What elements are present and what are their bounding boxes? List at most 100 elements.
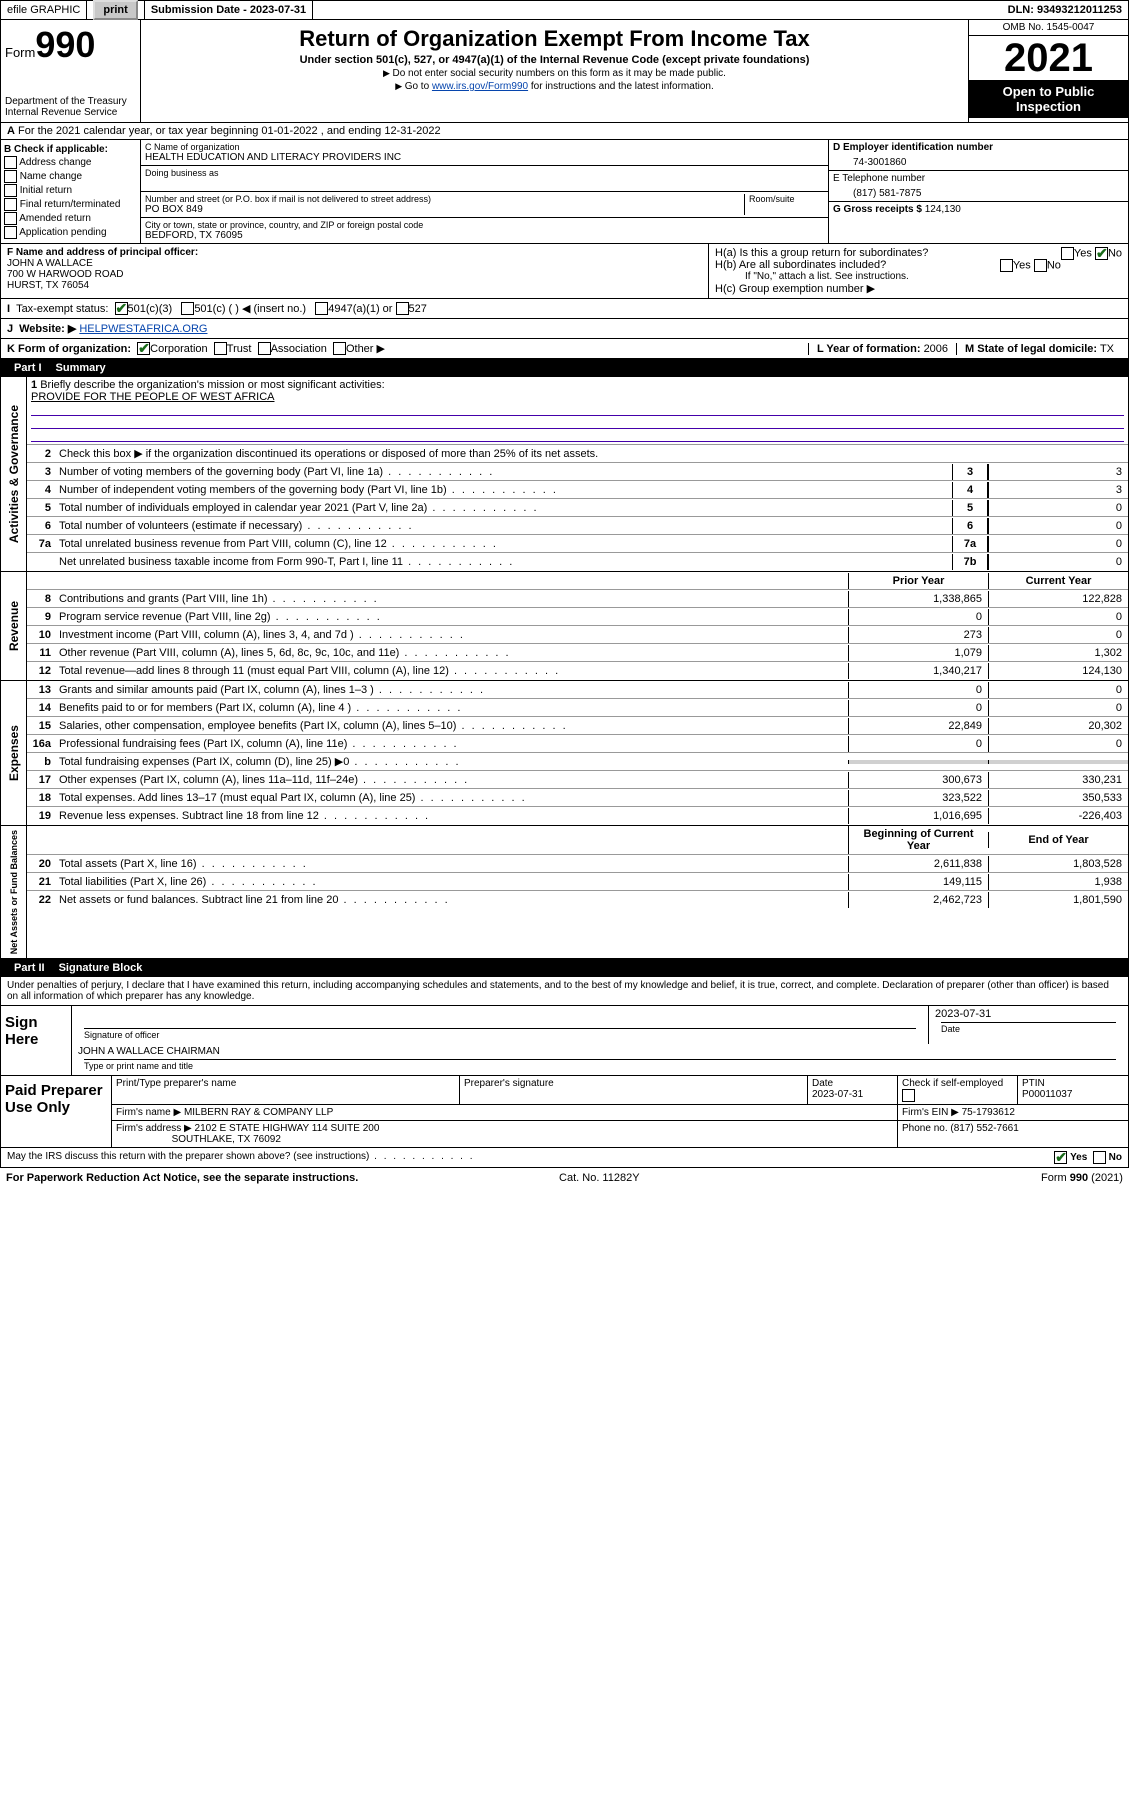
print-button[interactable]: print xyxy=(93,0,137,20)
c-name-label: C Name of organization xyxy=(145,142,824,152)
col-b: B Check if applicable: Address change Na… xyxy=(1,140,141,243)
gov-row-text: Total number of individuals employed in … xyxy=(55,500,952,516)
prior-val: 1,079 xyxy=(848,645,988,661)
b-checkbox[interactable] xyxy=(4,198,17,211)
prior-val: 0 xyxy=(848,700,988,716)
efile-label: efile GRAPHIC xyxy=(1,1,87,19)
prior-val: 1,016,695 xyxy=(848,808,988,824)
firm-phone: (817) 552-7661 xyxy=(950,1123,1018,1134)
table-row-text: Professional fundraising fees (Part IX, … xyxy=(55,736,848,752)
i-4947: 4947(a)(1) or xyxy=(328,303,392,315)
row-i: I Tax-exempt status: 501(c)(3) 501(c) ( … xyxy=(0,299,1129,319)
b-checkbox[interactable] xyxy=(4,170,17,183)
firm-label: Firm's name ▶ xyxy=(116,1107,181,1118)
side-net: Net Assets or Fund Balances xyxy=(7,826,21,958)
line2: Check this box ▶ if the organization dis… xyxy=(55,445,1128,462)
room-label: Room/suite xyxy=(749,194,824,204)
self-employed-checkbox[interactable] xyxy=(902,1089,915,1102)
hb-no-checkbox[interactable] xyxy=(1034,259,1047,272)
ha-yes-checkbox[interactable] xyxy=(1061,247,1074,260)
j-label: Website: ▶ xyxy=(19,322,76,335)
i-527-checkbox[interactable] xyxy=(396,302,409,315)
gov-row-val: 0 xyxy=(988,500,1128,516)
gov-row-key: 5 xyxy=(952,500,988,516)
firm-phone-label: Phone no. xyxy=(902,1123,948,1134)
part2-num: Part II xyxy=(6,962,53,974)
part1-header: Part I Summary xyxy=(0,359,1129,377)
gov-row-key: 6 xyxy=(952,518,988,534)
k-other-checkbox[interactable] xyxy=(333,342,346,355)
prior-val: 0 xyxy=(848,609,988,625)
i-527: 527 xyxy=(409,303,427,315)
part1-title: Summary xyxy=(56,362,106,374)
gov-row-val: 3 xyxy=(988,482,1128,498)
prep-hdr-name: Print/Type preparer's name xyxy=(112,1076,460,1104)
prior-val: 273 xyxy=(848,627,988,643)
org-name: HEALTH EDUCATION AND LITERACY PROVIDERS … xyxy=(145,152,824,163)
k-assoc-checkbox[interactable] xyxy=(258,342,271,355)
gov-row-key: 4 xyxy=(952,482,988,498)
row-klm: K Form of organization: Corporation Trus… xyxy=(0,339,1129,359)
signature-block: Under penalties of perjury, I declare th… xyxy=(0,977,1129,1168)
officer-addr2: HURST, TX 76054 xyxy=(7,280,702,291)
hb-text: H(b) Are all subordinates included? xyxy=(715,259,886,271)
b-checkbox[interactable] xyxy=(4,226,17,239)
form-header: Form990 Department of the Treasury Inter… xyxy=(0,20,1129,123)
firm-ein-label: Firm's EIN ▶ xyxy=(902,1107,959,1118)
irs-link[interactable]: www.irs.gov/Form990 xyxy=(432,81,528,92)
f-label: F Name and address of principal officer: xyxy=(7,247,702,258)
discuss-yes-checkbox[interactable] xyxy=(1054,1151,1067,1164)
officer-name-label: Type or print name and title xyxy=(84,1059,1116,1071)
l-val: 2006 xyxy=(924,343,948,355)
discuss-no-checkbox[interactable] xyxy=(1093,1151,1106,1164)
i-501c3-checkbox[interactable] xyxy=(115,302,128,315)
prep-date: 2023-07-31 xyxy=(812,1089,863,1100)
i-501c-checkbox[interactable] xyxy=(181,302,194,315)
phone-value: (817) 581-7875 xyxy=(833,184,1124,199)
current-val: -226,403 xyxy=(988,808,1128,824)
k-corp-checkbox[interactable] xyxy=(137,342,150,355)
hb-yes-checkbox[interactable] xyxy=(1000,259,1013,272)
footer: For Paperwork Reduction Act Notice, see … xyxy=(0,1168,1129,1188)
prior-val: 22,849 xyxy=(848,718,988,734)
gov-row-val: 0 xyxy=(988,536,1128,552)
col-c: C Name of organization HEALTH EDUCATION … xyxy=(141,140,828,243)
b-checkbox[interactable] xyxy=(4,212,17,225)
k-trust-checkbox[interactable] xyxy=(214,342,227,355)
hdr-eoy: End of Year xyxy=(988,832,1128,848)
gov-row-key: 3 xyxy=(952,464,988,480)
current-val: 0 xyxy=(988,736,1128,752)
current-val xyxy=(988,760,1128,764)
current-val: 124,130 xyxy=(988,663,1128,679)
part1-num: Part I xyxy=(6,362,50,374)
ha-no-checkbox[interactable] xyxy=(1095,247,1108,260)
ein-value: 74-3001860 xyxy=(833,153,1124,168)
goto-note: Go to www.irs.gov/Form990 for instructio… xyxy=(149,81,960,92)
b-checkbox[interactable] xyxy=(4,156,17,169)
current-val: 350,533 xyxy=(988,790,1128,806)
i-4947-checkbox[interactable] xyxy=(315,302,328,315)
m-label: M State of legal domicile: xyxy=(965,343,1097,355)
form-number: Form990 xyxy=(5,24,136,66)
website-link[interactable]: HELPWESTAFRICA.ORG xyxy=(79,323,207,335)
ssn-note: Do not enter social security numbers on … xyxy=(149,68,960,79)
prior-val: 1,340,217 xyxy=(848,663,988,679)
tax-year: 2021 xyxy=(969,36,1128,80)
dept-treasury: Department of the Treasury xyxy=(5,96,136,107)
gov-row-val: 0 xyxy=(988,554,1128,570)
ha-text: H(a) Is this a group return for subordin… xyxy=(715,247,928,259)
b-checkbox[interactable] xyxy=(4,184,17,197)
table-row-text: Grants and similar amounts paid (Part IX… xyxy=(55,682,848,698)
gov-row-val: 0 xyxy=(988,518,1128,534)
form-title: Return of Organization Exempt From Incom… xyxy=(149,26,960,52)
street-address: PO BOX 849 xyxy=(145,204,744,215)
gov-row-text: Number of independent voting members of … xyxy=(55,482,952,498)
ptin-label: PTIN xyxy=(1022,1078,1045,1089)
table-row-text: Net assets or fund balances. Subtract li… xyxy=(55,892,848,908)
gov-row-val: 3 xyxy=(988,464,1128,480)
mission-q: Briefly describe the organization's miss… xyxy=(40,379,384,391)
firm-name: MILBERN RAY & COMPANY LLP xyxy=(184,1107,333,1118)
row-fh: F Name and address of principal officer:… xyxy=(0,244,1129,299)
prior-val: 300,673 xyxy=(848,772,988,788)
b-label: B Check if applicable: xyxy=(4,144,137,155)
